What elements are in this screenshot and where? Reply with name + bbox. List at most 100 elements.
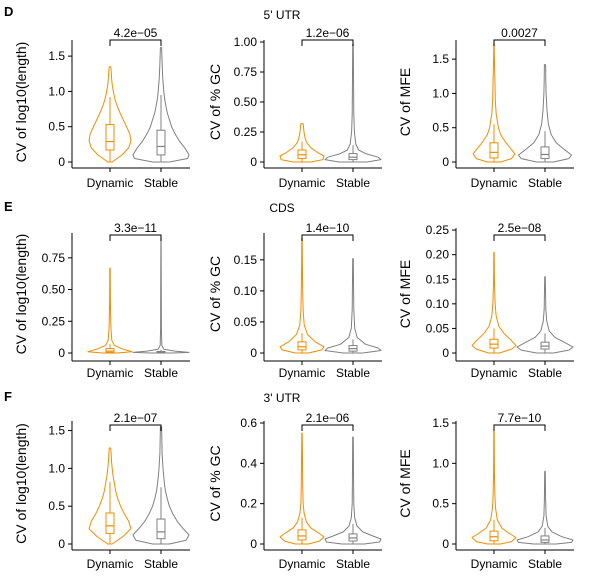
significance-bracket (301, 39, 354, 46)
significance-bracket (109, 234, 162, 241)
y-tick-label: 0 (250, 155, 257, 169)
y-tick-label: 1.0 (432, 86, 449, 100)
y-tick-label: 0.6 (240, 416, 257, 430)
y-tick-label: 0.25 (234, 125, 258, 139)
y-tick-label: 0 (442, 537, 449, 551)
violin-stable (516, 470, 574, 545)
x-category-label: Stable (336, 176, 370, 190)
violin-panel-5: 0 0.05 0.10 0.15 0.20 0.25 CV of MFE Dynamic Sta… (397, 221, 574, 380)
y-tick-label: 0.5 (432, 497, 449, 511)
x-category-label: Stable (528, 176, 562, 190)
y-tick-label: 0 (442, 346, 449, 360)
y-axis-title: CV of % GC (207, 445, 223, 521)
y-tick-label: 1.0 (48, 84, 65, 98)
y-tick-label: 0 (58, 346, 65, 360)
violin-panel-4: 0 0.05 0.10 0.15 CV of % GC Dynamic Stable 1.4e… (207, 221, 382, 380)
y-tick-label: 1.5 (48, 424, 65, 438)
y-tick-label: 0 (250, 537, 257, 551)
x-category-label: Stable (144, 557, 178, 571)
p-value-label: 7.7e−10 (498, 411, 542, 425)
significance-bracket (493, 234, 546, 241)
y-tick-label: 0.05 (234, 315, 258, 329)
x-category-label: Dynamic (87, 557, 134, 571)
y-tick-label: 0 (442, 155, 449, 169)
p-value-label: 2.5e−08 (498, 221, 542, 235)
x-category-label: Dynamic (471, 366, 518, 380)
box-iqr (156, 518, 166, 540)
y-tick-label: 0.25 (42, 314, 66, 328)
y-tick-label: 0.10 (234, 284, 258, 298)
violin-panel-1: 0 0.25 0.50 0.75 1.00 CV of % GC Dynamic Stable… (207, 26, 382, 190)
violin-dynamic (88, 447, 132, 545)
box-iqr (489, 142, 499, 159)
violin-stable (132, 47, 190, 163)
violin-stable (517, 64, 573, 163)
violin-stable (516, 276, 574, 354)
y-tick-label: 0.10 (426, 297, 450, 311)
x-category-label: Dynamic (87, 176, 134, 190)
violin-panel-6: 0 0.5 1.0 1.5 CV of log10(length) Dynamic Stab… (13, 411, 190, 571)
significance-bracket (493, 424, 546, 431)
section-title-5utr: 5' UTR (264, 8, 301, 22)
y-tick-label: 0.20 (426, 248, 450, 262)
box-iqr (105, 512, 115, 534)
violin-panel-8: 0 0.5 1.0 1.5 CV of MFE Dynamic Stable 7.7e−10 (397, 411, 574, 571)
box-iqr (489, 530, 499, 542)
p-value-label: 0.0027 (501, 26, 538, 40)
x-category-label: Stable (336, 366, 370, 380)
y-tick-label: 1.0 (432, 456, 449, 470)
y-tick-label: 0.15 (234, 253, 258, 267)
p-value-label: 1.2e−06 (306, 26, 350, 40)
y-tick-label: 0.4 (240, 456, 257, 470)
section-title-cds: CDS (269, 201, 294, 215)
y-tick-label: 0.75 (42, 251, 66, 265)
p-value-label: 3.3e−11 (114, 221, 157, 235)
box-iqr (540, 146, 550, 160)
violin-stable (324, 436, 382, 545)
violin-dynamic (87, 267, 133, 354)
box-iqr (297, 341, 307, 351)
box-iqr (156, 129, 166, 156)
x-category-label: Stable (144, 176, 178, 190)
x-category-label: Stable (336, 557, 370, 571)
p-value-label: 2.1e−07 (114, 411, 158, 425)
y-tick-label: 1.5 (432, 416, 449, 430)
violin-panel-3: 0 0.25 0.50 0.75 CV of log10(length) Dynamic S… (13, 221, 190, 380)
x-category-label: Dynamic (471, 176, 518, 190)
y-axis-title: CV of MFE (397, 260, 413, 328)
y-tick-label: 0.50 (42, 283, 66, 297)
significance-bracket (301, 234, 354, 241)
y-tick-label: 0.75 (234, 65, 258, 79)
box-iqr (540, 535, 550, 543)
violin-panel-2: 0 0.5 1.0 1.5 CV of MFE Dynamic Stable 0.0027 (397, 26, 574, 190)
violin-stable (132, 237, 190, 354)
y-tick-label: 0 (58, 155, 65, 169)
violin-dynamic (471, 430, 517, 545)
y-tick-label: 0.15 (426, 272, 450, 286)
violin-dynamic (279, 123, 325, 163)
y-axis-title: CV of % GC (207, 256, 223, 332)
panel-letter-d: D (4, 4, 13, 19)
box-iqr (297, 529, 307, 541)
significance-bracket (493, 39, 546, 46)
y-axis-title: CV of % GC (207, 64, 223, 140)
significance-bracket (301, 424, 354, 431)
violin-panel-0: 0 0.5 1.0 1.5 CV of log10(length) Dynamic Stab… (13, 26, 190, 190)
y-tick-label: 0.25 (426, 223, 450, 237)
y-tick-label: 1.5 (432, 52, 449, 66)
y-axis-title: CV of log10(length) (13, 42, 29, 163)
y-axis-title: CV of log10(length) (13, 234, 29, 355)
panel-letter-e: E (4, 199, 13, 214)
violin-stable (324, 43, 382, 163)
violin-dynamic (88, 66, 132, 163)
violin-dynamic (471, 251, 517, 354)
y-tick-label: 1.00 (234, 35, 258, 49)
x-category-label: Stable (144, 366, 178, 380)
y-tick-label: 0.5 (48, 499, 65, 513)
section-title-3utr: 3' UTR (264, 391, 301, 405)
y-axis-title: CV of log10(length) (13, 423, 29, 544)
violin-dynamic (472, 43, 516, 163)
p-value-label: 2.1e−06 (306, 411, 350, 425)
y-tick-label: 0.5 (48, 120, 65, 134)
